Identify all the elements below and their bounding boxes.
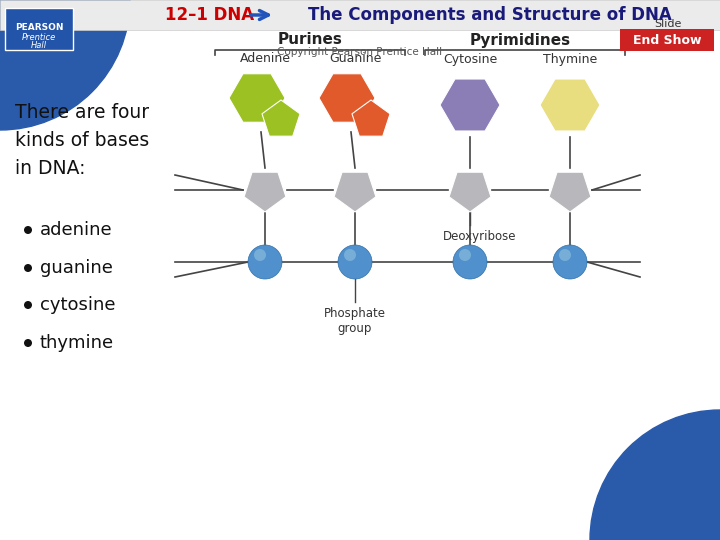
Circle shape bbox=[453, 245, 487, 279]
FancyBboxPatch shape bbox=[620, 29, 714, 51]
Text: cytosine: cytosine bbox=[40, 296, 115, 314]
Text: Purines: Purines bbox=[278, 32, 343, 48]
Circle shape bbox=[553, 245, 587, 279]
Text: thymine: thymine bbox=[40, 334, 114, 352]
Polygon shape bbox=[549, 172, 591, 212]
Circle shape bbox=[338, 245, 372, 279]
Circle shape bbox=[248, 245, 282, 279]
Text: guanine: guanine bbox=[40, 259, 113, 277]
Text: Deoxyribose: Deoxyribose bbox=[444, 230, 517, 243]
Circle shape bbox=[459, 249, 471, 261]
Circle shape bbox=[24, 226, 32, 234]
Text: adenine: adenine bbox=[40, 221, 112, 239]
Text: There are four
kinds of bases
in DNA:: There are four kinds of bases in DNA: bbox=[15, 103, 149, 178]
Bar bbox=[5, 8, 73, 50]
Text: Thymine: Thymine bbox=[543, 52, 597, 65]
Polygon shape bbox=[229, 74, 285, 122]
Circle shape bbox=[24, 264, 32, 272]
Text: Prentice: Prentice bbox=[22, 32, 56, 42]
Text: Cytosine: Cytosine bbox=[443, 52, 497, 65]
Text: 12–1 DNA: 12–1 DNA bbox=[166, 6, 255, 24]
Text: Slide
25 of 37: Slide 25 of 37 bbox=[645, 19, 691, 41]
Circle shape bbox=[254, 249, 266, 261]
Polygon shape bbox=[440, 79, 500, 131]
Polygon shape bbox=[540, 79, 600, 131]
Text: End Show: End Show bbox=[633, 33, 701, 46]
Text: PEARSON: PEARSON bbox=[14, 24, 63, 32]
Circle shape bbox=[559, 249, 571, 261]
Text: Guanine: Guanine bbox=[329, 52, 381, 65]
Wedge shape bbox=[590, 410, 720, 540]
Polygon shape bbox=[334, 172, 376, 212]
Wedge shape bbox=[0, 0, 130, 130]
Circle shape bbox=[24, 301, 32, 309]
Text: The Components and Structure of DNA: The Components and Structure of DNA bbox=[308, 6, 672, 24]
Polygon shape bbox=[244, 172, 286, 212]
Polygon shape bbox=[319, 74, 375, 122]
Bar bbox=[0, 0, 720, 30]
Text: Adenine: Adenine bbox=[240, 52, 290, 65]
Polygon shape bbox=[449, 172, 491, 212]
Polygon shape bbox=[352, 100, 390, 136]
Circle shape bbox=[24, 339, 32, 347]
Text: Pyrimidines: Pyrimidines bbox=[469, 32, 570, 48]
Text: Phosphate
group: Phosphate group bbox=[324, 307, 386, 335]
Circle shape bbox=[344, 249, 356, 261]
Text: Hall: Hall bbox=[31, 40, 47, 50]
Polygon shape bbox=[262, 100, 300, 136]
Text: Copyright Pearson Prentice Hall: Copyright Pearson Prentice Hall bbox=[277, 47, 443, 57]
